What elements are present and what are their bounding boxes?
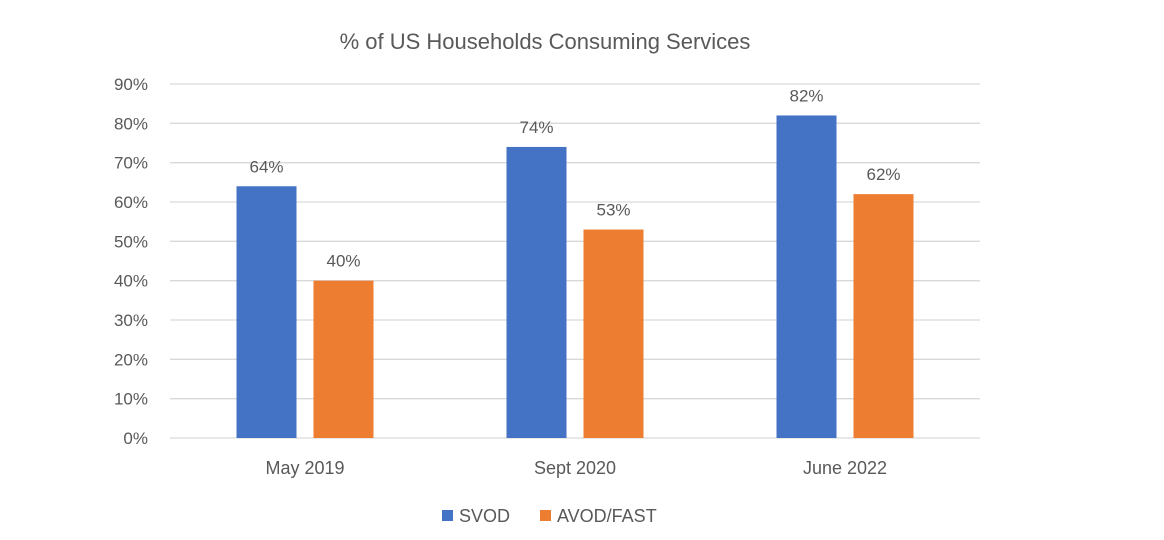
y-axis-ticks: 0% 10% 20% 30% 40% 50% 60% 70% 80% 90% <box>114 75 148 448</box>
bars <box>236 115 914 438</box>
legend-swatch-svod <box>442 510 453 521</box>
y-tick-label: 0% <box>123 429 148 448</box>
x-category-label: May 2019 <box>265 458 344 478</box>
data-label: 74% <box>519 118 553 137</box>
data-label: 82% <box>789 86 823 105</box>
y-tick-label: 60% <box>114 193 148 212</box>
legend-swatch-avod-fast <box>540 510 551 521</box>
bar-avod-fast-1 <box>583 229 644 438</box>
legend-label: AVOD/FAST <box>557 506 657 526</box>
x-category-label: June 2022 <box>803 458 887 478</box>
y-tick-label: 80% <box>114 114 148 133</box>
bar-avod-fast-0 <box>313 280 374 438</box>
data-label: 53% <box>596 201 630 220</box>
bar-svod-0 <box>236 186 297 438</box>
gridlines <box>170 83 980 439</box>
y-tick-label: 10% <box>114 390 148 409</box>
data-label: 62% <box>866 165 900 184</box>
data-labels: 64% 40% 74% 53% 82% 62% <box>249 86 900 270</box>
bar-svod-2 <box>776 115 837 438</box>
y-tick-label: 50% <box>114 232 148 251</box>
x-axis-categories: May 2019 Sept 2020 June 2022 <box>265 458 887 478</box>
bar-svod-1 <box>506 146 567 438</box>
y-tick-label: 20% <box>114 350 148 369</box>
data-label: 40% <box>326 252 360 271</box>
y-tick-label: 70% <box>114 154 148 173</box>
x-category-label: Sept 2020 <box>534 458 616 478</box>
legend: SVOD AVOD/FAST <box>442 506 657 526</box>
data-label: 64% <box>249 157 283 176</box>
legend-label: SVOD <box>459 506 510 526</box>
y-tick-label: 30% <box>114 311 148 330</box>
y-tick-label: 90% <box>114 75 148 94</box>
y-tick-label: 40% <box>114 272 148 291</box>
chart-title: % of US Households Consuming Services <box>340 29 751 54</box>
bar-avod-fast-2 <box>853 194 914 438</box>
